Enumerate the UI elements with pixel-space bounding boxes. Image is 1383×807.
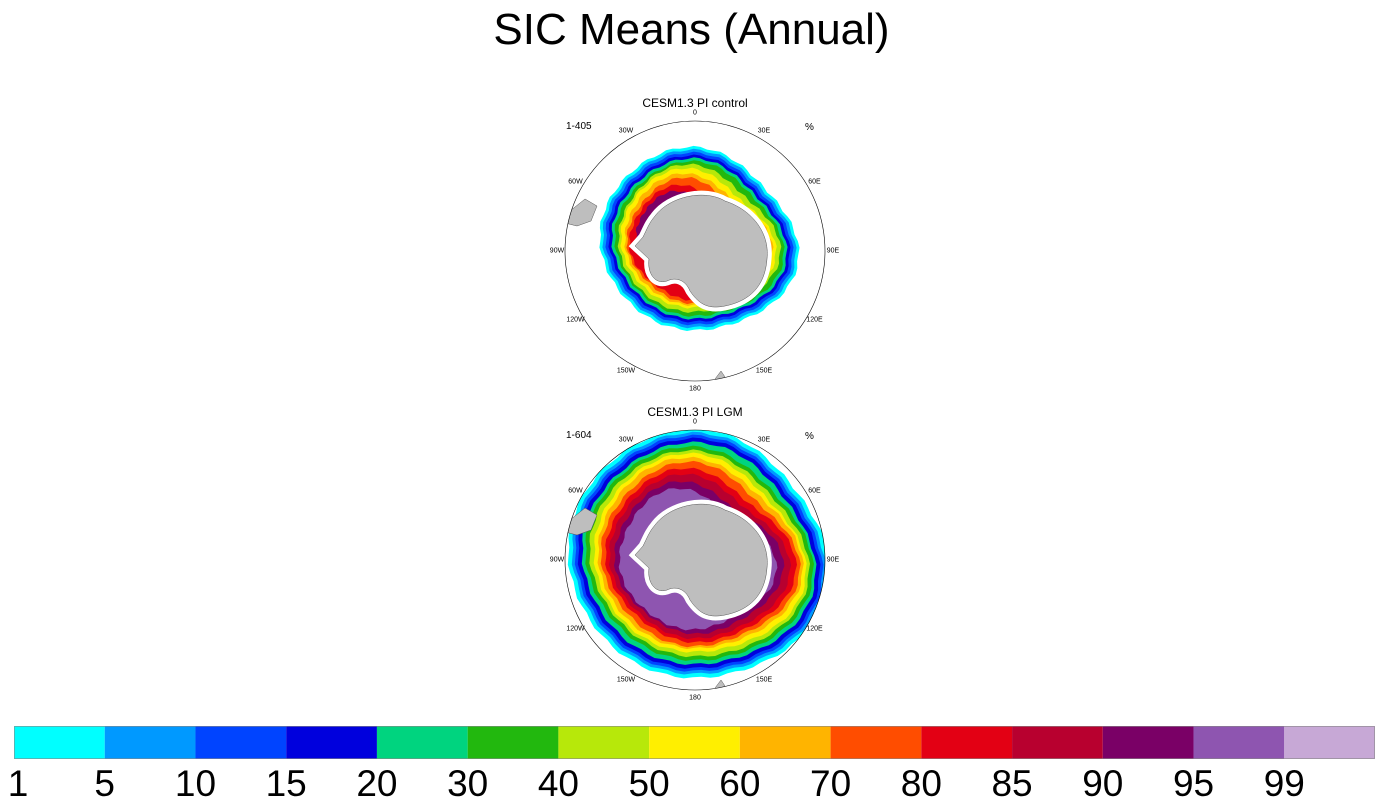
colorbar-label-40: 40 xyxy=(537,763,579,804)
lon-label-150E: 150E xyxy=(755,367,773,374)
colorbar-label-80: 80 xyxy=(900,763,942,804)
colorbar-label-20: 20 xyxy=(356,763,398,804)
lon-label-90W: 90W xyxy=(549,247,565,255)
colorbar-box-3 xyxy=(286,726,377,759)
colorbar-label-50: 50 xyxy=(628,763,670,804)
panel-units-lgm: % xyxy=(805,431,814,442)
colorbar-label-95: 95 xyxy=(1172,763,1215,804)
panel-title-lgm: CESM1.3 PI LGM xyxy=(647,405,743,419)
colorbar xyxy=(14,726,1375,759)
lon-label-90W: 90W xyxy=(549,556,565,564)
colorbar-box-13 xyxy=(1193,726,1285,759)
colorbar-label-60: 60 xyxy=(719,763,761,804)
colorbar-box-4 xyxy=(376,726,468,759)
lon-label-0: 0 xyxy=(693,418,697,426)
lon-label-180: 180 xyxy=(689,385,701,393)
polar-map-lgm xyxy=(564,429,826,691)
south-america-land xyxy=(565,198,598,227)
lon-label-120W: 120W xyxy=(566,316,585,324)
panel-range-lgm: 1-604 xyxy=(566,430,592,441)
new-zealand-land xyxy=(714,679,726,690)
lon-label-60E: 60E xyxy=(808,487,821,495)
lon-label-150W: 150W xyxy=(616,676,636,683)
lon-label-60W: 60W xyxy=(568,487,583,495)
south-america-land xyxy=(565,507,598,536)
colorbar-box-9 xyxy=(830,726,922,759)
colorbar-box-7 xyxy=(649,726,740,759)
lon-label-0: 0 xyxy=(693,109,697,117)
lon-label-120E: 120E xyxy=(806,625,823,633)
panel-title-control: CESM1.3 PI control xyxy=(642,96,748,110)
figure-title: SIC Means (Annual) xyxy=(493,5,890,54)
colorbar-box-1 xyxy=(104,726,196,759)
lon-label-150E: 150E xyxy=(755,676,773,683)
colorbar-label-90: 90 xyxy=(1082,763,1124,804)
antarctica-land xyxy=(634,503,768,617)
polar-map-control xyxy=(564,120,826,382)
colorbar-label-10: 10 xyxy=(174,763,217,804)
colorbar-label-5: 5 xyxy=(94,763,116,804)
panel-range-control: 1-405 xyxy=(566,121,592,132)
new-zealand-land xyxy=(714,370,726,381)
colorbar-box-2 xyxy=(195,726,287,759)
colorbar-box-14 xyxy=(1284,726,1375,759)
map-border xyxy=(564,429,826,691)
colorbar-label-99: 99 xyxy=(1263,763,1305,804)
lon-label-60E: 60E xyxy=(808,178,821,186)
lon-label-30W: 30W xyxy=(618,127,634,135)
colorbar-box-8 xyxy=(739,726,831,759)
lon-label-120W: 120W xyxy=(566,625,585,633)
antarctica-land xyxy=(634,194,768,308)
lon-label-30E: 30E xyxy=(757,127,771,135)
lon-label-30W: 30W xyxy=(618,436,634,444)
colorbar-box-0 xyxy=(14,726,105,759)
map-border xyxy=(564,120,826,382)
lon-label-120E: 120E xyxy=(806,316,823,324)
lon-label-90E: 90E xyxy=(826,247,840,255)
colorbar-label-1: 1 xyxy=(7,763,29,804)
colorbar-label-85: 85 xyxy=(991,763,1033,804)
colorbar-box-6 xyxy=(558,726,650,759)
colorbar-label-70: 70 xyxy=(810,763,852,804)
lon-label-180: 180 xyxy=(689,694,701,702)
colorbar-box-5 xyxy=(467,726,559,759)
lon-label-150W: 150W xyxy=(616,367,636,374)
lon-label-60W: 60W xyxy=(568,178,583,186)
colorbar-box-12 xyxy=(1102,726,1194,759)
lon-label-90E: 90E xyxy=(826,556,840,564)
colorbar-label-15: 15 xyxy=(265,763,307,804)
colorbar-box-10 xyxy=(921,726,1013,759)
colorbar-label-30: 30 xyxy=(447,763,489,804)
panel-units-control: % xyxy=(805,122,814,133)
lon-label-30E: 30E xyxy=(757,436,771,444)
colorbar-box-11 xyxy=(1012,726,1103,759)
